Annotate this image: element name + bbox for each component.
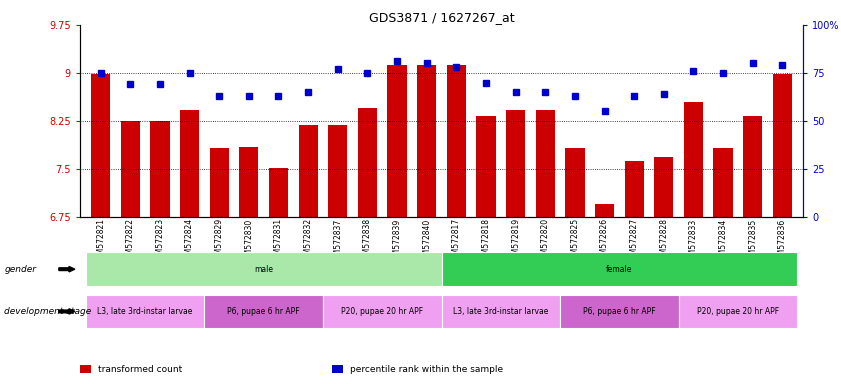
Bar bbox=[417, 65, 436, 217]
Bar bbox=[743, 116, 763, 217]
Text: female: female bbox=[606, 265, 632, 274]
Bar bbox=[357, 108, 377, 217]
Bar bbox=[269, 168, 288, 217]
Text: male: male bbox=[254, 265, 273, 274]
Bar bbox=[209, 149, 229, 217]
Text: transformed count: transformed count bbox=[98, 364, 182, 374]
Text: L3, late 3rd-instar larvae: L3, late 3rd-instar larvae bbox=[453, 307, 548, 316]
Text: gender: gender bbox=[4, 265, 36, 274]
Bar bbox=[684, 102, 703, 217]
Bar bbox=[328, 126, 347, 217]
Text: L3, late 3rd-instar larvae: L3, late 3rd-instar larvae bbox=[98, 307, 193, 316]
Bar bbox=[506, 110, 526, 217]
Bar bbox=[625, 161, 644, 217]
Bar bbox=[536, 110, 555, 217]
Title: GDS3871 / 1627267_at: GDS3871 / 1627267_at bbox=[368, 11, 515, 24]
Bar bbox=[239, 147, 258, 217]
Bar bbox=[713, 149, 733, 217]
Bar bbox=[388, 65, 407, 217]
Text: development stage: development stage bbox=[4, 307, 92, 316]
Bar bbox=[595, 204, 614, 217]
Bar bbox=[151, 121, 170, 217]
Text: P6, pupae 6 hr APF: P6, pupae 6 hr APF bbox=[583, 307, 656, 316]
Text: P20, pupae 20 hr APF: P20, pupae 20 hr APF bbox=[697, 307, 779, 316]
Bar bbox=[180, 110, 199, 217]
Bar bbox=[654, 157, 674, 217]
Bar bbox=[447, 65, 466, 217]
Text: percentile rank within the sample: percentile rank within the sample bbox=[350, 364, 503, 374]
Text: P6, pupae 6 hr APF: P6, pupae 6 hr APF bbox=[227, 307, 300, 316]
Text: P20, pupae 20 hr APF: P20, pupae 20 hr APF bbox=[341, 307, 423, 316]
Bar bbox=[120, 121, 140, 217]
Bar bbox=[91, 74, 110, 217]
Bar bbox=[299, 126, 318, 217]
Bar bbox=[773, 74, 792, 217]
Bar bbox=[565, 149, 584, 217]
Bar bbox=[476, 116, 495, 217]
